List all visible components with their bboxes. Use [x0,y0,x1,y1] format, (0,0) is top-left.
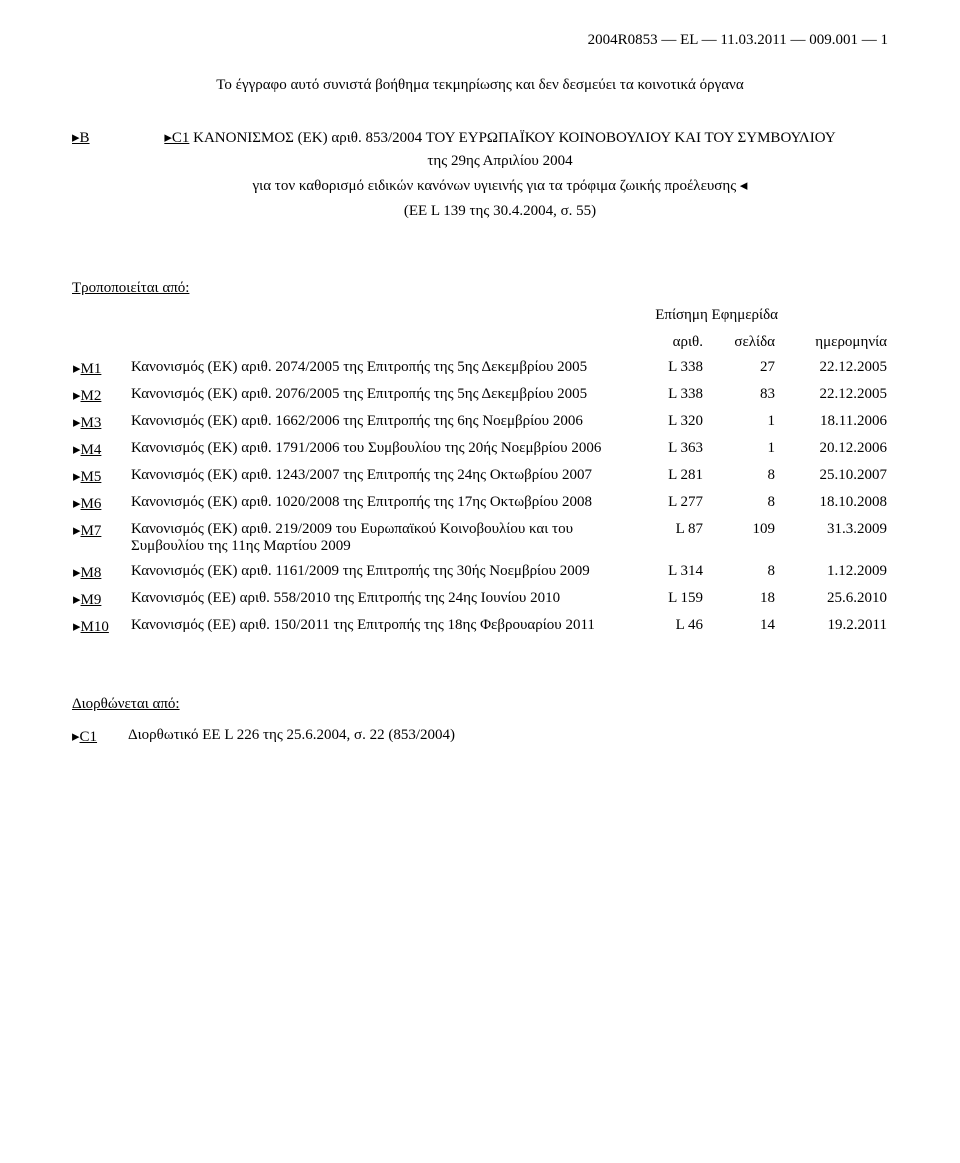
amendment-marker: ▸M2 [72,382,130,409]
amendment-oj-no: L 338 [632,355,704,382]
amendment-oj-page: 109 [704,517,776,559]
col-header-no: αριθ. [632,330,704,355]
amendment-oj-no: L 320 [632,409,704,436]
amendment-oj-no: L 338 [632,382,704,409]
regulation-oj-ref: (EE L 139 της 30.4.2004, σ. 55) [112,203,888,220]
amendment-oj-no: L 87 [632,517,704,559]
col-header-date: ημερομηνία [776,330,888,355]
table-row: ▸M8Κανονισμός (ΕΚ) αριθ. 1161/2009 της Ε… [72,559,888,586]
amendment-oj-page: 8 [704,490,776,517]
table-row: ▸M10Κανονισμός (ΕΕ) αριθ. 150/2011 της Ε… [72,613,888,640]
amendment-marker: ▸M6 [72,490,130,517]
amendment-oj-page: 18 [704,586,776,613]
corrigendum-description: Διορθωτικό ΕΕ L 226 της 25.6.2004, σ. 22… [128,727,455,746]
page: 2004R0853 — EL — 11.03.2011 — 009.001 — … [0,0,960,1163]
amendment-oj-page: 27 [704,355,776,382]
amendment-oj-page: 1 [704,409,776,436]
regulation-title: ΚΑΝΟΝΙΣΜΟΣ (ΕΚ) αριθ. 853/2004 ΤΟΥ ΕΥΡΩΠ… [189,130,835,146]
amendment-description: Κανονισμός (ΕΚ) αριθ. 1791/2006 του Συμβ… [130,436,632,463]
amendment-oj-date: 19.2.2011 [776,613,888,640]
amendment-oj-date: 18.11.2006 [776,409,888,436]
table-row: ▸M6Κανονισμός (ΕΚ) αριθ. 1020/2008 της Ε… [72,490,888,517]
table-row: ▸M9Κανονισμός (ΕΕ) αριθ. 558/2010 της Επ… [72,586,888,613]
amendment-marker: ▸M8 [72,559,130,586]
amendment-marker: ▸M5 [72,463,130,490]
table-row: ▸M4Κανονισμός (ΕΚ) αριθ. 1791/2006 του Σ… [72,436,888,463]
amendment-oj-page: 8 [704,559,776,586]
regulation-date: της 29ης Απριλίου 2004 [112,153,888,170]
amendments-table: αριθ. σελίδα ημερομηνία ▸M1Κανονισμός (Ε… [72,330,888,640]
amendment-oj-date: 1.12.2009 [776,559,888,586]
amendment-oj-no: L 277 [632,490,704,517]
amended-by-label: Τροποποιείται από: [72,280,888,297]
amendment-description: Κανονισμός (ΕΚ) αριθ. 1243/2007 της Επιτ… [130,463,632,490]
corrected-by-label: Διορθώνεται από: [72,696,888,713]
amendment-oj-no: L 314 [632,559,704,586]
amendment-oj-page: 1 [704,436,776,463]
amendment-oj-date: 22.12.2005 [776,382,888,409]
amendment-description: Κανονισμός (ΕΚ) αριθ. 1662/2006 της Επιτ… [130,409,632,436]
amendment-oj-date: 22.12.2005 [776,355,888,382]
amendment-oj-no: L 46 [632,613,704,640]
table-row: ▸M5Κανονισμός (ΕΚ) αριθ. 1243/2007 της Ε… [72,463,888,490]
amendment-description: Κανονισμός (ΕΚ) αριθ. 2076/2005 της Επιτ… [130,382,632,409]
amendment-description: Κανονισμός (ΕΕ) αριθ. 558/2010 της Επιτρ… [130,586,632,613]
amendment-marker: ▸M7 [72,517,130,559]
intro-text: Το έγγραφο αυτό συνιστά βοήθημα τεκμηρίω… [72,77,888,94]
amendment-oj-no: L 363 [632,436,704,463]
amendment-marker: ▸M10 [72,613,130,640]
amendment-oj-date: 25.6.2010 [776,586,888,613]
amendment-marker: ▸M4 [72,436,130,463]
title-block: ▸B ▸C1 ΚΑΝΟΝΙΣΜΟΣ (ΕΚ) αριθ. 853/2004 ΤΟ… [72,128,888,220]
amendment-oj-page: 14 [704,613,776,640]
amendment-description: Κανονισμός (ΕΚ) αριθ. 2074/2005 της Επιτ… [130,355,632,382]
amendment-marker: ▸M3 [72,409,130,436]
amendment-marker: ▸M9 [72,586,130,613]
table-row: ▸M1Κανονισμός (ΕΚ) αριθ. 2074/2005 της Ε… [72,355,888,382]
table-row: ▸M7Κανονισμός (ΕΚ) αριθ. 219/2009 του Ευ… [72,517,888,559]
amendment-oj-page: 83 [704,382,776,409]
official-journal-label: Επίσημη Εφημερίδα [72,307,888,324]
amendment-marker: ▸M1 [72,355,130,382]
regulation-subject: για τον καθορισμό ειδικών κανόνων υγιειν… [112,176,888,195]
col-header-page: σελίδα [704,330,776,355]
amendment-oj-no: L 281 [632,463,704,490]
title-marker: ▸B [72,128,112,147]
amendment-oj-date: 25.10.2007 [776,463,888,490]
amendment-oj-date: 18.10.2008 [776,490,888,517]
corrigendum-marker: ▸C1 [72,727,128,746]
table-row: ▸M3Κανονισμός (ΕΚ) αριθ. 1662/2006 της Ε… [72,409,888,436]
amendment-oj-date: 31.3.2009 [776,517,888,559]
amendment-oj-page: 8 [704,463,776,490]
regulation-corrigendum-label: ▸C1 [164,130,189,146]
amendment-description: Κανονισμός (ΕΚ) αριθ. 1161/2009 της Επιτ… [130,559,632,586]
table-row: ▸M2Κανονισμός (ΕΚ) αριθ. 2076/2005 της Ε… [72,382,888,409]
amendment-description: Κανονισμός (ΕΚ) αριθ. 1020/2008 της Επιτ… [130,490,632,517]
amendment-oj-no: L 159 [632,586,704,613]
table-header-row: αριθ. σελίδα ημερομηνία [72,330,888,355]
title-body: ▸C1 ΚΑΝΟΝΙΣΜΟΣ (ΕΚ) αριθ. 853/2004 ΤΟΥ Ε… [112,128,888,220]
document-header: 2004R0853 — EL — 11.03.2011 — 009.001 — … [72,32,888,49]
corrigenda-section: Διορθώνεται από: ▸C1Διορθωτικό ΕΕ L 226 … [72,696,888,746]
amendment-oj-date: 20.12.2006 [776,436,888,463]
corrigendum-row: ▸C1Διορθωτικό ΕΕ L 226 της 25.6.2004, σ.… [72,727,888,746]
amendment-description: Κανονισμός (ΕΕ) αριθ. 150/2011 της Επιτρ… [130,613,632,640]
amendment-description: Κανονισμός (ΕΚ) αριθ. 219/2009 του Ευρωπ… [130,517,632,559]
